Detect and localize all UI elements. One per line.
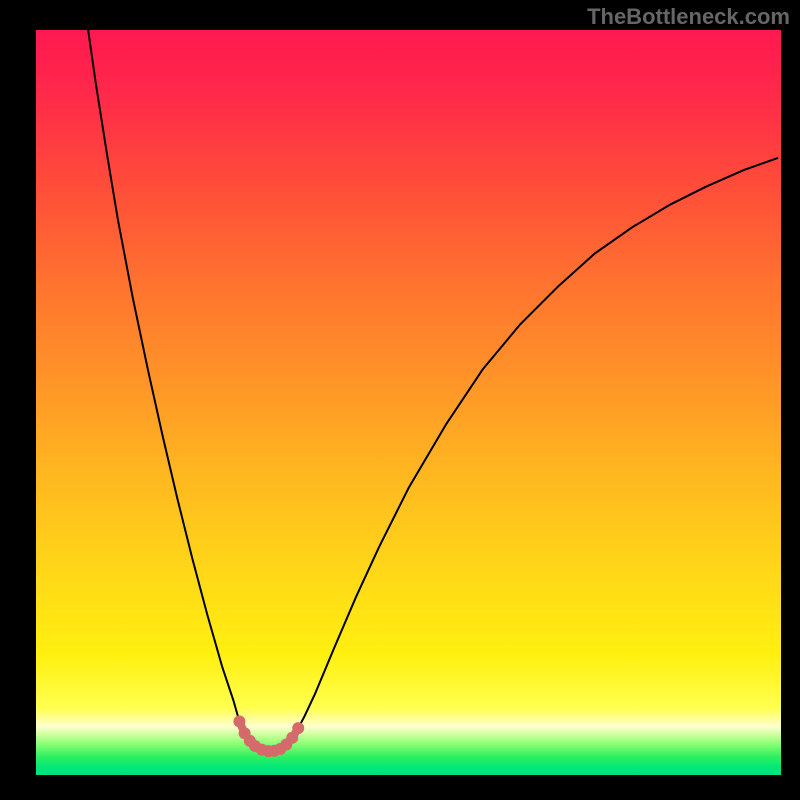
- marker-dot: [233, 715, 245, 727]
- gradient-background: [36, 30, 781, 775]
- watermark-text: TheBottleneck.com: [587, 4, 790, 30]
- plot-area: [36, 30, 781, 775]
- marker-dot: [292, 722, 304, 734]
- chart-container: TheBottleneck.com: [0, 0, 800, 800]
